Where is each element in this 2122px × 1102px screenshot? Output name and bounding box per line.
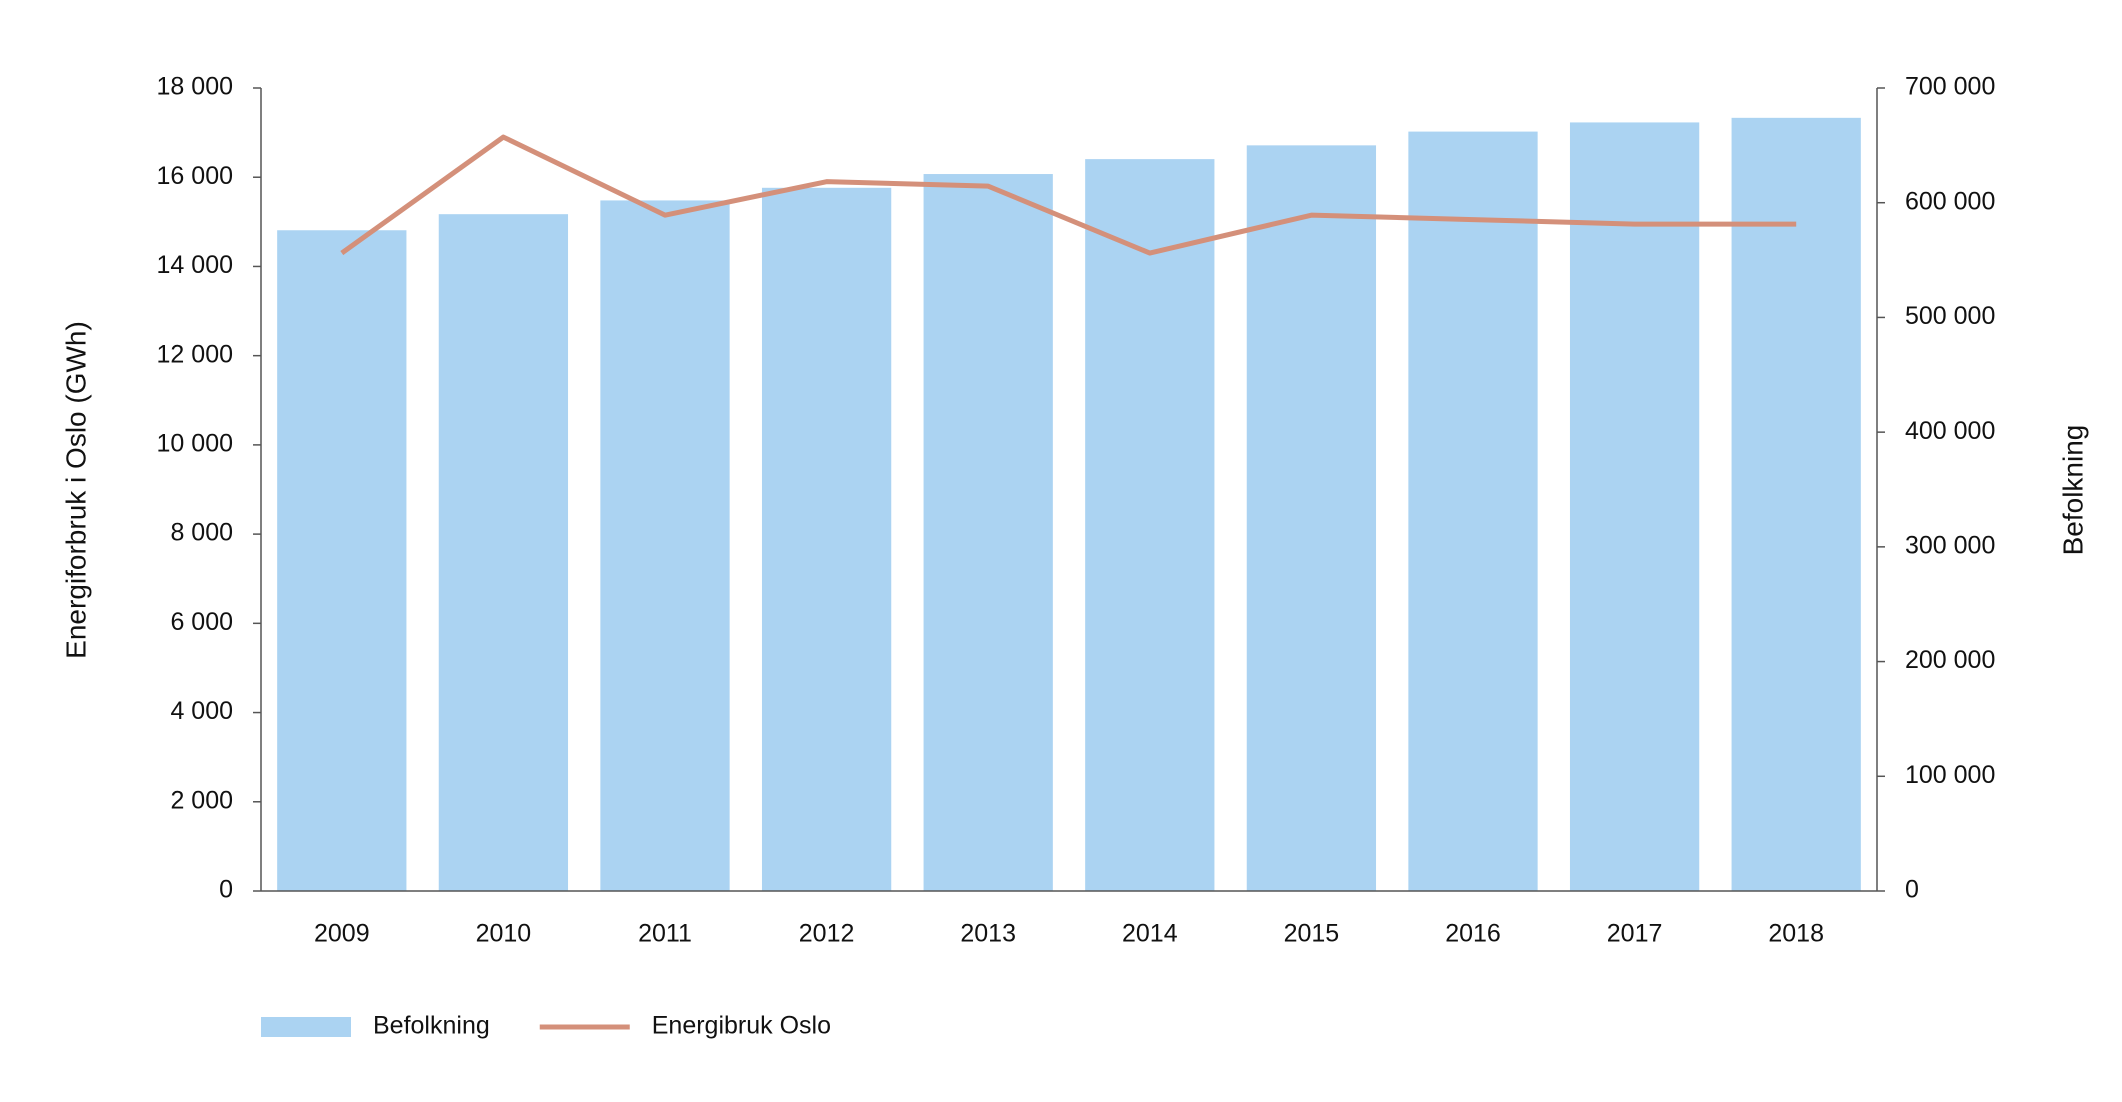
x-tick-label: 2014 xyxy=(1122,920,1178,948)
y-tick-label: 0 xyxy=(219,876,233,904)
x-tick-label: 2012 xyxy=(799,920,855,948)
y-tick-label: 18 000 xyxy=(157,73,233,101)
y2-tick-label: 100 000 xyxy=(1905,761,1995,789)
y-tick-label: 2 000 xyxy=(170,786,233,814)
legend-label: Befolkning xyxy=(373,1012,490,1040)
y-tick-label: 8 000 xyxy=(170,519,233,547)
bar xyxy=(600,200,730,892)
bar xyxy=(923,174,1053,892)
y-tick-label: 14 000 xyxy=(157,251,233,279)
y2-tick-label: 400 000 xyxy=(1905,417,1995,445)
bar xyxy=(1408,131,1538,891)
x-tick-label: 2017 xyxy=(1607,920,1663,948)
x-tick-label: 2010 xyxy=(476,920,532,948)
y2-tick-label: 0 xyxy=(1905,876,1919,904)
x-tick-label: 2013 xyxy=(960,920,1016,948)
x-tick-label: 2009 xyxy=(314,920,370,948)
bar xyxy=(761,187,892,892)
y-tick-label: 16 000 xyxy=(157,162,233,190)
y-axis-title: Energiforbruk i Oslo (GWh) xyxy=(60,321,91,659)
y2-tick-label: 700 000 xyxy=(1905,73,1995,101)
bar xyxy=(1731,117,1861,892)
x-tick-label: 2018 xyxy=(1768,920,1824,948)
y2-axis-title: Befolkning xyxy=(2057,425,2088,556)
y-tick-label: 10 000 xyxy=(157,429,233,457)
y2-tick-label: 500 000 xyxy=(1905,302,1995,330)
bar xyxy=(277,230,407,891)
bar xyxy=(438,214,569,891)
y-tick-label: 12 000 xyxy=(157,340,233,368)
x-tick-label: 2015 xyxy=(1284,920,1340,948)
bar xyxy=(1085,159,1215,891)
y-tick-label: 6 000 xyxy=(170,608,233,636)
bar xyxy=(1246,145,1377,891)
legend-swatch xyxy=(261,1017,351,1037)
y2-tick-label: 300 000 xyxy=(1905,531,1995,559)
y2-tick-label: 600 000 xyxy=(1905,187,1995,215)
x-tick-label: 2016 xyxy=(1445,920,1501,948)
y-tick-label: 4 000 xyxy=(170,697,233,725)
y2-tick-label: 200 000 xyxy=(1905,646,1995,674)
line xyxy=(340,134,1797,256)
bar xyxy=(1569,122,1700,891)
legend-label: Energibruk Oslo xyxy=(652,1012,831,1040)
x-tick-label: 2011 xyxy=(638,920,692,948)
